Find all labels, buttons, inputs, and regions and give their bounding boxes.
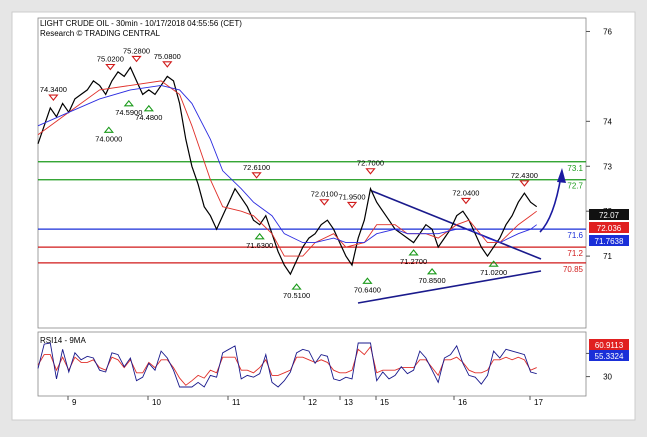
- peak-marker: [131, 55, 142, 63]
- trough-label: 71.2700: [400, 257, 427, 266]
- trough-marker: [488, 260, 499, 267]
- rsi-badge: [589, 350, 629, 361]
- trough-label: 74.0000: [95, 134, 122, 143]
- y-tick-label: 76: [603, 27, 612, 36]
- trough-marker: [123, 99, 134, 107]
- x-tick-label: 15: [380, 398, 389, 407]
- peak-label: 72.0400: [452, 188, 479, 197]
- peak-marker: [319, 199, 330, 206]
- level-label: 70.85: [563, 265, 584, 274]
- level-label: 73.1: [567, 164, 583, 173]
- rsi-line: [37, 342, 537, 388]
- series-line: [37, 80, 537, 257]
- x-tick-label: 12: [308, 398, 317, 407]
- peak-marker: [346, 201, 358, 209]
- trough-label: 71.6300: [246, 241, 273, 250]
- price-badge-label: 72.036: [597, 224, 622, 233]
- level-label: 71.6: [567, 231, 583, 240]
- peak-marker: [365, 168, 376, 175]
- rsi-panel: [37, 342, 537, 388]
- projection-arrow: [539, 175, 562, 233]
- trough-marker: [362, 277, 373, 284]
- price-badge-label: 72.07: [599, 211, 620, 220]
- y-tick-label: 71: [603, 252, 612, 261]
- peak-label: 75.2800: [123, 46, 150, 55]
- peak-marker: [48, 94, 59, 101]
- support-resistance-levels: 73.1 72.7 71.6 71.2 70.85: [38, 161, 586, 274]
- series-line: [37, 66, 538, 276]
- price-badge: [589, 209, 629, 220]
- peak-label: 72.7000: [357, 159, 384, 168]
- rsi-ma-line: [37, 345, 537, 386]
- price-plot-area: [37, 17, 587, 329]
- price-series: [37, 66, 538, 276]
- trough-label: 70.5100: [283, 291, 310, 300]
- projection-arrow-head: [557, 168, 566, 183]
- rsi-y-tick-label: 30: [603, 373, 612, 382]
- x-tick-label: 11: [232, 398, 241, 407]
- level-label: 71.2: [567, 249, 583, 258]
- peak-label: 74.3400: [40, 85, 67, 94]
- peak-label: 72.6100: [243, 163, 270, 172]
- trough-label: 71.0200: [480, 268, 507, 277]
- price-badge-label: 71.7638: [595, 237, 624, 246]
- trough-label: 74.5900: [115, 108, 142, 117]
- chart-title: LIGHT CRUDE OIL - 30min - 10/17/2018 04:…: [40, 19, 242, 28]
- chart-subtitle: Research © TRADING CENTRAL: [40, 29, 161, 38]
- price-badge: [589, 235, 629, 246]
- x-tick-label: 9: [72, 398, 77, 407]
- peak-label: 75.0200: [97, 55, 124, 64]
- series-line: [37, 84, 537, 244]
- trough-label: 70.8500: [419, 276, 446, 285]
- trough-label: 70.6400: [354, 285, 381, 294]
- peak-label: 75.0800: [154, 52, 181, 61]
- peak-marker: [105, 63, 116, 71]
- x-tick-label: 13: [344, 398, 353, 407]
- x-tick-label: 16: [458, 398, 467, 407]
- peak-label: 72.4300: [511, 171, 538, 180]
- trough-marker: [143, 104, 154, 112]
- x-tick-label: 17: [534, 398, 543, 407]
- trough-marker: [254, 232, 265, 240]
- price-badges: 72.07 72.036 71.7638: [589, 209, 629, 246]
- trough-marker: [426, 267, 438, 275]
- level-label: 72.7: [567, 182, 583, 191]
- x-tick-label: 10: [152, 398, 161, 407]
- y-tick-label: 74: [603, 117, 612, 126]
- trough-label: 74.4800: [135, 113, 162, 122]
- time-x-axis: 9 10 11 12 15 16 17 13: [67, 396, 543, 407]
- peak-marker: [162, 61, 173, 68]
- peak-marker: [460, 197, 472, 205]
- indicator-title: RSI14 - 9MA: [40, 336, 86, 345]
- rsi-badges: 60.9113 55.3324: [589, 339, 629, 361]
- peak-marker: [519, 180, 530, 187]
- rsi-badge-label: 55.3324: [595, 352, 624, 361]
- lower-trendline: [357, 270, 542, 304]
- trough-marker: [408, 249, 419, 256]
- indicator-plot-area: [37, 331, 587, 397]
- y-tick-label: 73: [603, 162, 612, 171]
- rsi-badge-label: 60.9113: [595, 341, 624, 350]
- peak-label: 72.0100: [311, 190, 338, 199]
- trough-marker: [291, 283, 302, 290]
- price-badge: [589, 222, 629, 233]
- rsi-badge: [589, 339, 629, 350]
- peak-label: 71.9500: [338, 192, 365, 201]
- peak-marker: [251, 172, 262, 179]
- trough-marker: [103, 126, 114, 133]
